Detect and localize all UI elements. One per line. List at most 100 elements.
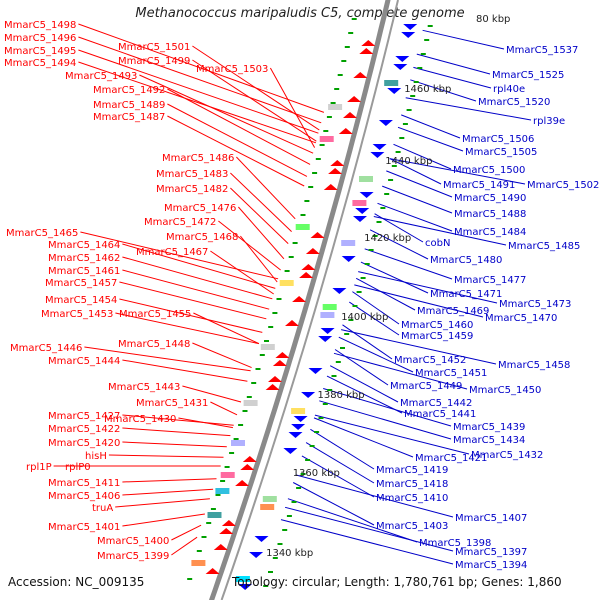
gene-block [328,104,343,110]
right-gene-label: MmarC5_1505 [465,147,537,158]
reverse-gene-arrow [395,56,410,62]
right-gene-label: MmarC5_1469 [417,306,489,317]
tick-mark [323,130,329,132]
left-gene-label: MmarC5_1482 [156,184,228,195]
leader-line [389,158,526,185]
left-gene-label: MmarC5_1430 [104,414,176,425]
tick-mark [348,32,354,34]
leader-line [230,187,289,244]
leader-line [373,216,507,246]
right-gene-label: MmarC5_1480 [430,255,502,266]
left-gene-label: MmarC5_1487 [93,112,165,123]
left-gene-labels: MmarC5_1498MmarC5_1496MmarC5_1495MmarC5_… [4,20,268,562]
tick-mark [344,46,350,48]
tick-mark [288,256,294,258]
leader-line [122,256,273,300]
scale-label: 80 kbp [476,14,510,25]
leader-line [210,401,238,416]
tick-mark [376,221,382,223]
right-gene-label: MmarC5_1488 [454,209,526,220]
left-gene-label: rpl1P [26,462,52,473]
tick-mark [210,508,216,510]
leader-line [386,170,453,198]
forward-gene-arrow [219,528,234,534]
gene-block [260,344,275,350]
right-gene-label: MmarC5_1525 [492,70,564,81]
leader-line [301,455,375,498]
gene-block [235,576,250,582]
left-gene-label: MmarC5_1448 [118,339,190,350]
right-gene-label: MmarC5_1419 [376,465,448,476]
left-gene-label: MmarC5_1446 [10,343,82,354]
right-gene-labels: MmarC5_1537 MmarC5_1525 rpl40e MmarC5_1520r… [376,45,599,571]
accession-text: Accession: NC_009135 [8,575,145,589]
leader-line [84,346,251,372]
tick-mark [308,186,314,188]
leader-line [329,365,399,403]
tick-mark [286,515,292,517]
right-gene-label: MmarC5_1434 [453,435,525,446]
leader-line [284,506,454,552]
tick-mark [291,501,297,503]
tick-mark [340,347,345,349]
tick-mark [276,298,282,300]
reverse-gene-arrow [378,120,393,126]
left-gene-label: MmarC5_1427 [48,411,120,422]
tick-mark [424,39,430,41]
leader-line [230,172,292,232]
left-gene-label: MmarC5_1400 [97,536,169,547]
scale-label: 1380 kbp [318,390,365,401]
reverse-gene-arrow [238,584,253,590]
leader-line [401,114,461,139]
tick-mark [384,193,390,195]
leader-line [78,61,317,144]
forward-gene-arrow [338,128,353,134]
tick-mark [268,571,273,573]
right-gene-label: MmarC5_1500 [453,165,525,176]
tick-mark [406,109,412,111]
reverse-gene-arrow [372,144,387,150]
reverse-gene-arrow [401,32,416,38]
scale-label: 1340 kbp [266,548,313,559]
forward-gene-arrow [221,520,236,526]
tick-mark [282,529,288,531]
reverse-gene-arrow [291,424,306,430]
leader-line [349,301,400,336]
leader-line [80,231,279,280]
tick-mark [395,151,401,153]
left-gene-label: rplP0 [65,462,91,473]
tick-mark [327,389,333,391]
tick-mark [264,340,269,342]
leader-line [192,342,252,369]
right-gene-label: MmarC5_1403 [376,521,448,532]
leader-line [178,417,233,429]
gene-block [220,472,235,478]
right-gene-label: MmarC5_1398 [419,538,491,549]
leader-line [280,519,454,565]
leader-line [171,524,202,541]
leader-line [382,185,453,214]
leader-line [122,414,234,426]
left-gene-label: MmarC5_1431 [136,398,208,409]
forward-gene-arrow [213,544,228,550]
leader-line [218,220,281,271]
tick-mark [304,200,310,202]
gene-block [295,224,310,230]
right-gene-label: MmarC5_1470 [485,313,557,324]
gene-block [279,280,294,286]
left-gene-label: MmarC5_1472 [144,217,216,228]
leader-line [360,261,429,294]
scale-label: 1360 kbp [293,468,340,479]
forward-gene-arrow [361,40,376,46]
leader-line [397,126,464,152]
left-gene-label: MmarC5_1422 [48,424,120,435]
left-gene-label: MmarC5_1503 [196,64,268,75]
tick-mark [427,25,433,27]
leader-line [139,74,314,154]
tick-mark [233,438,239,440]
left-gene-label: MmarC5_1462 [48,253,120,264]
gene-block [384,80,399,86]
tick-mark [413,81,419,83]
leader-line [122,269,270,310]
reverse-gene-arrow [341,256,356,262]
